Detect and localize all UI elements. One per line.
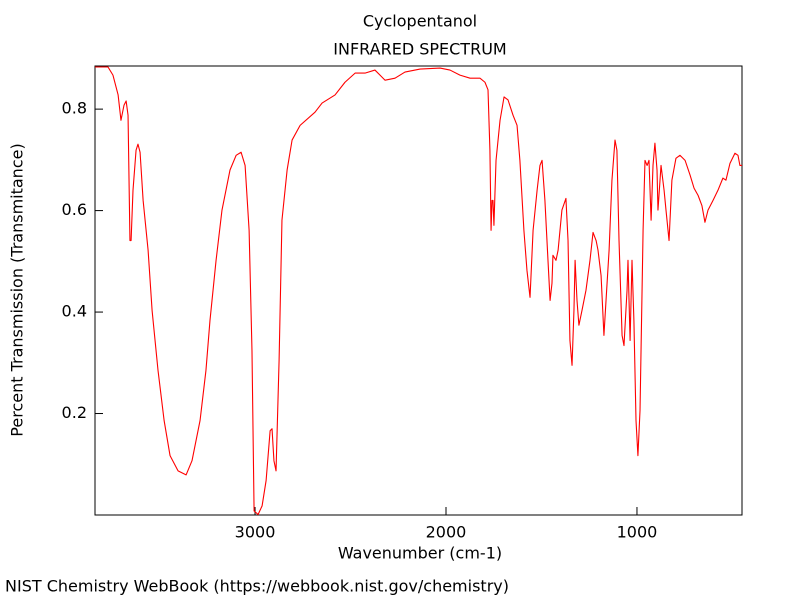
y-tick-label: 0.8 bbox=[62, 99, 87, 118]
x-tick-label: 2000 bbox=[426, 523, 467, 542]
y-axis-label: Percent Transmission (Transmitance) bbox=[8, 143, 27, 436]
chart-title: Cyclopentanol bbox=[363, 12, 477, 31]
spectrum-line bbox=[95, 66, 742, 516]
y-tick-label: 0.6 bbox=[62, 200, 87, 219]
x-axis-label: Wavenumber (cm-1) bbox=[338, 544, 502, 563]
x-tick-label: 1000 bbox=[617, 523, 658, 542]
chart-subtitle: INFRARED SPECTRUM bbox=[333, 40, 506, 59]
y-tick-label: 0.4 bbox=[62, 302, 87, 321]
x-tick-label: 3000 bbox=[235, 523, 276, 542]
plot-frame bbox=[94, 65, 743, 516]
y-tick-label: 0.2 bbox=[62, 403, 87, 422]
source: NIST Chemistry WebBook (https://webbook.… bbox=[5, 577, 509, 596]
